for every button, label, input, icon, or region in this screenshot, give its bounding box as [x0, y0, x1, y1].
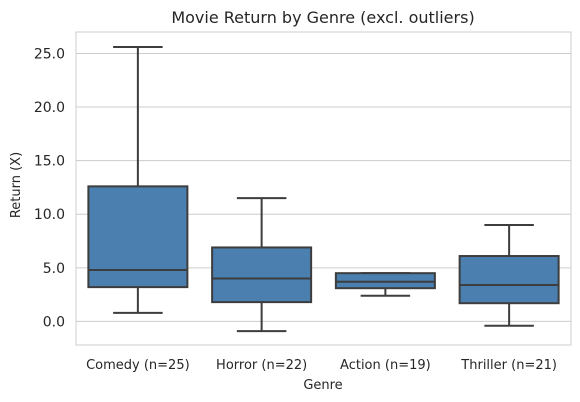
box-1	[211, 197, 313, 333]
y-tick-label: 20.0	[34, 100, 65, 116]
y-tick-label: 25.0	[34, 46, 65, 62]
iqr-box	[458, 255, 560, 305]
x-axis-label: Genre	[303, 378, 342, 393]
y-tick-label: 10.0	[34, 207, 65, 223]
x-tick-label: Horror (n=22)	[216, 358, 307, 373]
x-tick-labels: Comedy (n=25) Horror (n=22) Action (n=19) T…	[86, 358, 557, 373]
box-3	[458, 223, 560, 327]
y-tick-labels: 0.0 5.0 10.0 15.0 20.0 25.0	[34, 46, 65, 330]
box-0	[87, 46, 189, 314]
box-2	[334, 272, 436, 297]
x-tick-label: Action (n=19)	[340, 358, 431, 373]
y-axis-label: Return (X)	[9, 152, 24, 218]
plot-frame	[75, 31, 572, 346]
boxes-group	[87, 46, 560, 333]
iqr-box	[334, 272, 436, 290]
y-tick-label: 0.0	[43, 314, 65, 330]
y-tick-label: 15.0	[34, 154, 65, 170]
iqr-box	[211, 246, 313, 304]
x-tick-label: Thriller (n=21)	[460, 358, 557, 373]
iqr-box	[87, 185, 189, 289]
y-tick-label: 5.0	[43, 261, 65, 277]
x-tick-label: Comedy (n=25)	[86, 358, 190, 373]
chart-title: Movie Return by Genre (excl. outliers)	[171, 8, 474, 27]
